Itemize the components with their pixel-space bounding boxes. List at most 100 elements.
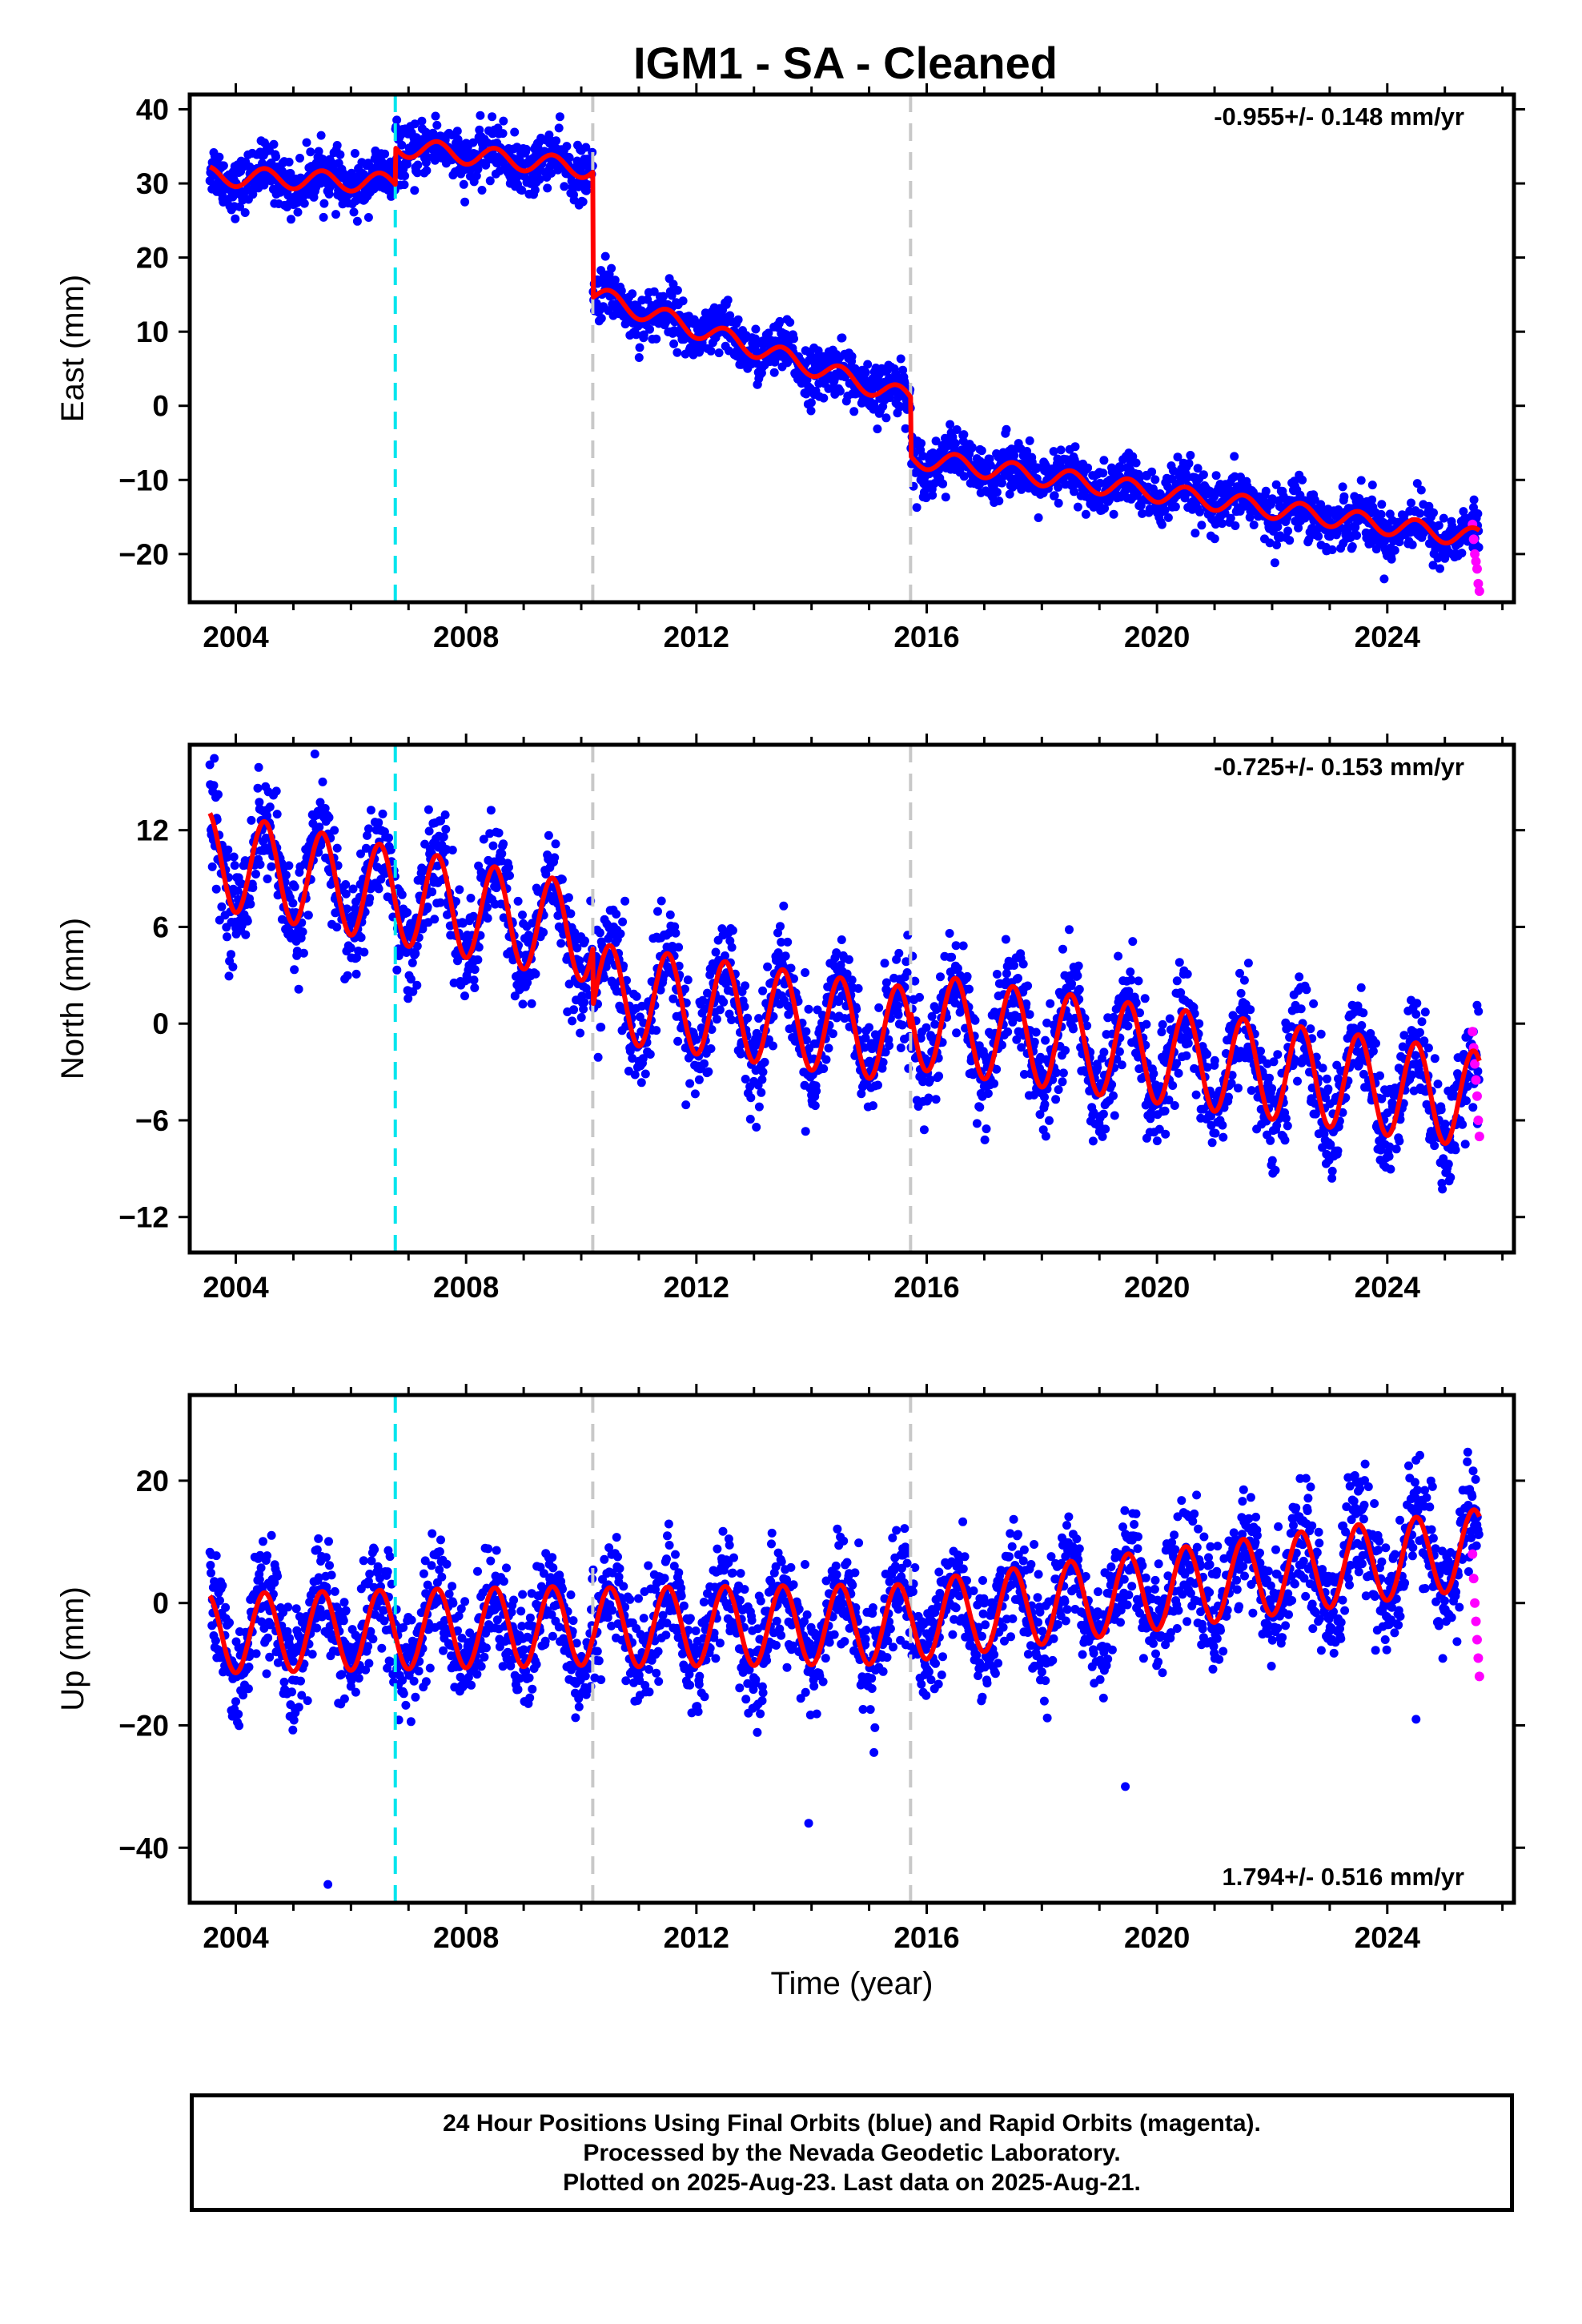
data-point — [992, 970, 1002, 979]
data-point — [1164, 1096, 1174, 1105]
data-point — [223, 932, 231, 942]
data-point — [1376, 509, 1386, 519]
data-point — [1290, 1055, 1299, 1064]
data-point — [852, 1004, 861, 1014]
data-point — [1135, 1008, 1144, 1018]
data-point — [1314, 532, 1323, 541]
velocity-rate-label: -0.955+/- 0.148 mm/yr — [1214, 103, 1464, 131]
data-point — [992, 488, 1002, 497]
data-point — [813, 346, 823, 356]
data-point — [1168, 1081, 1178, 1090]
data-point — [284, 861, 294, 870]
data-point — [998, 1040, 1006, 1050]
data-point — [873, 424, 882, 434]
panel-east: 2004 2008 2012 2016 2020 2024−20−10010203040E… — [55, 83, 1525, 653]
data-point — [869, 1101, 877, 1111]
data-point — [412, 980, 422, 990]
data-point — [1128, 937, 1138, 947]
data-point — [896, 1043, 905, 1052]
data-point — [733, 315, 743, 324]
data-point — [669, 279, 678, 289]
data-point — [812, 1086, 821, 1096]
data-point — [1054, 1085, 1063, 1095]
data-point — [1058, 944, 1067, 954]
data-point — [1339, 492, 1349, 501]
data-point — [1041, 1035, 1050, 1045]
data-point — [620, 896, 630, 906]
data-point — [849, 407, 859, 416]
data-point — [483, 903, 492, 912]
data-point — [1281, 1114, 1291, 1124]
data-point — [636, 1078, 646, 1088]
data-point — [951, 941, 961, 951]
data-point — [440, 810, 450, 819]
data-point — [649, 287, 659, 296]
data-point — [314, 147, 323, 156]
data-point — [458, 919, 468, 928]
data-point — [1051, 1095, 1061, 1104]
data-point — [1098, 1109, 1108, 1119]
data-point — [789, 974, 798, 983]
data-point — [392, 115, 402, 125]
y-tick-label: −10 — [118, 464, 169, 497]
data-point — [557, 875, 567, 884]
data-point — [683, 975, 693, 985]
data-point — [959, 430, 969, 440]
data-point — [986, 460, 995, 470]
data-point — [832, 948, 841, 958]
data-point — [610, 275, 620, 285]
data-point — [727, 1015, 737, 1024]
data-point — [413, 160, 423, 170]
data-point — [681, 1100, 691, 1110]
data-point — [1338, 482, 1347, 492]
data-point — [1061, 1046, 1070, 1055]
data-point — [1160, 505, 1170, 515]
data-point — [1327, 545, 1337, 554]
data-point — [950, 439, 960, 448]
data-point — [1231, 521, 1240, 530]
data-point — [1056, 445, 1066, 455]
data-point — [1040, 1092, 1049, 1102]
data-point — [893, 1001, 902, 1011]
data-point — [1176, 988, 1186, 997]
data-point — [290, 965, 299, 975]
data-point — [857, 1089, 866, 1099]
data-point — [1019, 1070, 1029, 1079]
data-point — [513, 896, 523, 906]
data-point — [1081, 509, 1090, 519]
data-point — [570, 928, 580, 937]
data-point — [470, 983, 480, 992]
data-point — [618, 917, 628, 927]
data-point — [690, 1089, 700, 1099]
data-point — [499, 116, 508, 126]
data-point — [1049, 447, 1058, 456]
data-point — [580, 998, 589, 1007]
data-point — [1172, 976, 1182, 986]
data-point — [351, 969, 361, 979]
data-point — [485, 176, 495, 186]
data-point — [1267, 1156, 1277, 1165]
data-point — [632, 991, 641, 1001]
data-point — [1272, 1120, 1282, 1130]
data-point — [685, 1079, 695, 1088]
data-point — [1172, 1059, 1182, 1068]
data-point — [1012, 1035, 1022, 1044]
data-point — [1327, 1173, 1337, 1183]
data-point — [564, 893, 573, 903]
data-point — [483, 914, 492, 923]
data-point — [1379, 574, 1389, 584]
data-point — [386, 845, 396, 854]
data-point — [1267, 1084, 1277, 1093]
data-point — [1183, 1039, 1193, 1048]
data-point — [231, 214, 240, 223]
data-point — [472, 171, 481, 181]
data-point — [894, 948, 904, 958]
data-point — [645, 1050, 655, 1059]
data-point — [356, 933, 366, 943]
data-point — [488, 841, 498, 850]
data-point — [579, 1004, 588, 1014]
data-point — [1310, 495, 1319, 505]
data-point — [652, 334, 661, 344]
data-point — [703, 988, 712, 998]
